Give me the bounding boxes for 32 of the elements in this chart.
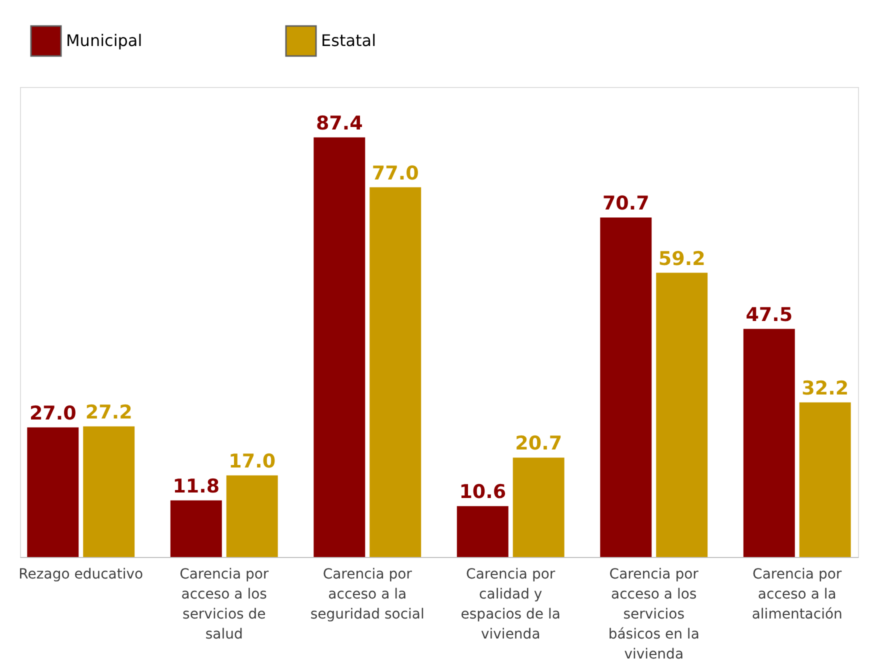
bar bbox=[314, 137, 366, 557]
data-label: 27.0 bbox=[29, 402, 76, 424]
legend-label: Estatal bbox=[321, 31, 376, 50]
data-label: 10.6 bbox=[459, 481, 506, 504]
data-label: 70.7 bbox=[602, 192, 650, 215]
data-label: 77.0 bbox=[372, 162, 419, 184]
x-tick-label: Rezago educativo bbox=[18, 566, 144, 582]
bar bbox=[799, 402, 851, 557]
bar bbox=[170, 500, 222, 557]
bar bbox=[600, 218, 652, 557]
data-label: 11.8 bbox=[172, 475, 220, 498]
bar bbox=[370, 187, 422, 557]
bar bbox=[512, 458, 564, 557]
bar bbox=[226, 475, 278, 557]
bar bbox=[743, 328, 795, 557]
x-tick-label: Carencia por acceso a los servicios de salud bbox=[180, 566, 269, 642]
legend-label: Municipal bbox=[66, 31, 142, 50]
data-label: 32.2 bbox=[802, 377, 849, 400]
data-label: 20.7 bbox=[515, 432, 562, 455]
x-tick-label: Carencia por acceso a la seguridad social bbox=[310, 566, 424, 622]
data-label: 17.0 bbox=[228, 450, 276, 472]
bar bbox=[83, 426, 135, 557]
x-tick-label: Carencia por calidad y espacios de la vivienda bbox=[460, 566, 560, 642]
data-label: 27.2 bbox=[85, 401, 132, 424]
bar bbox=[456, 506, 508, 557]
x-tick-label: Carencia por acceso a los servicios básicos en la vivienda bbox=[608, 566, 700, 662]
data-label: 47.5 bbox=[746, 304, 793, 326]
x-tick-label: Carencia por acceso a la alimentación bbox=[752, 566, 842, 622]
data-label: 59.2 bbox=[658, 248, 706, 270]
bar bbox=[27, 427, 79, 557]
data-label: 87.4 bbox=[316, 112, 363, 134]
bar bbox=[656, 272, 708, 557]
